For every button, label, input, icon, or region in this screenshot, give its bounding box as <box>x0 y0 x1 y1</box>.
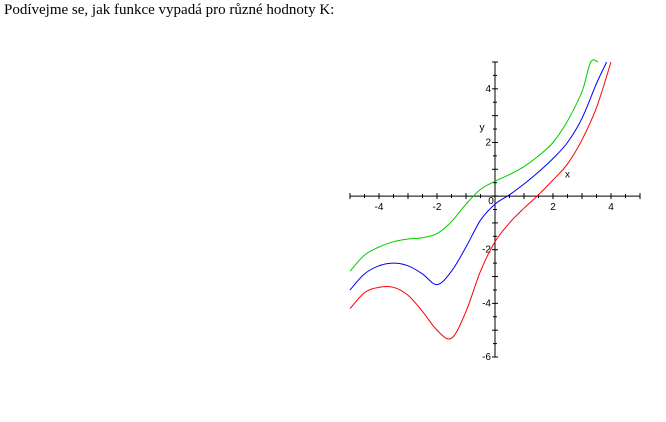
y-tick-label: -2 <box>482 245 491 256</box>
series-line-3 <box>349 61 612 340</box>
x-tick-label: -4 <box>375 202 384 213</box>
y-tick-label: -6 <box>482 352 491 363</box>
x-axis-label: x <box>565 169 570 180</box>
y-axis-label: y <box>479 122 484 133</box>
y-tick-label: 2 <box>485 137 491 148</box>
curves <box>349 59 612 340</box>
x-tick-label: 0 <box>488 196 494 207</box>
x-tick-label: 4 <box>608 202 614 213</box>
axes: -4 -2 0 2 4 4 2 -2 -4 -6 x y <box>349 61 641 363</box>
series-line-1 <box>349 59 599 272</box>
x-tick-label: 2 <box>550 202 556 213</box>
series-line-2 <box>349 61 608 291</box>
x-tick-label: -2 <box>433 202 442 213</box>
y-tick-label: 4 <box>485 84 491 95</box>
y-tick-label: -4 <box>482 298 491 309</box>
intro-text: Podívejme se, jak funkce vypadá pro různ… <box>4 2 335 18</box>
